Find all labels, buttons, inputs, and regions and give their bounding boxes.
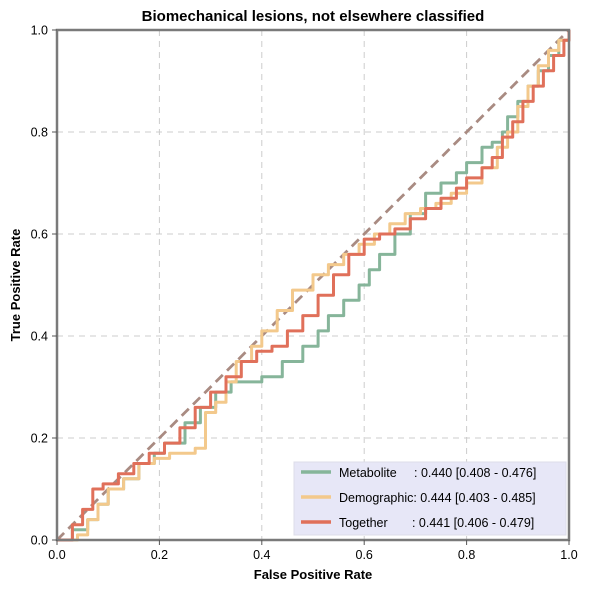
- x-tick-label: 0.0: [48, 548, 65, 562]
- legend-label-metabolite: Metabolite : 0.440 [0.408 - 0.476]: [339, 466, 536, 480]
- y-axis-ticks: 0.0 0.2 0.4 0.6 0.8 1.0: [31, 24, 57, 548]
- x-tick-label: 0.8: [458, 548, 475, 562]
- legend-box: [293, 461, 567, 536]
- chart-title: Biomechanical lesions, not elsewhere cla…: [142, 8, 485, 25]
- legend-label-demographic: Demographic: 0.444 [0.403 - 0.485]: [339, 491, 536, 505]
- y-tick-label: 0.4: [31, 330, 48, 344]
- series-lines: [57, 30, 571, 542]
- x-tick-label: 1.0: [560, 548, 577, 562]
- plot-frame: [55, 28, 571, 542]
- y-tick-label: 0.0: [31, 534, 48, 548]
- legend-label-together: Together : 0.441 [0.406 - 0.479]: [339, 516, 534, 530]
- x-tick-label: 0.6: [356, 548, 373, 562]
- y-tick-label: 0.2: [31, 432, 48, 446]
- series-line-together: [57, 30, 571, 542]
- legend: Metabolite : 0.440 [0.408 - 0.476] Demog…: [293, 461, 567, 536]
- y-tick-label: 0.8: [31, 126, 48, 140]
- y-tick-label: 1.0: [31, 24, 48, 38]
- y-tick-label: 0.6: [31, 228, 48, 242]
- y-axis-label: True Positive Rate: [8, 229, 23, 342]
- x-tick-label: 0.2: [151, 548, 168, 562]
- x-axis-ticks: 0.0 0.2 0.4 0.6 0.8 1.0: [48, 540, 578, 562]
- x-axis-label: False Positive Rate: [254, 567, 373, 582]
- x-tick-label: 0.4: [253, 548, 270, 562]
